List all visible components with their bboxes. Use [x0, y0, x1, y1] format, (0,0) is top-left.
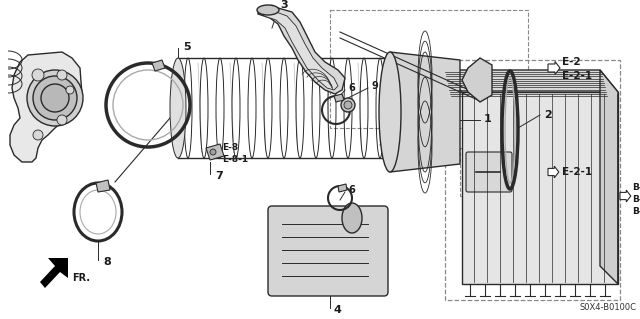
Ellipse shape	[257, 5, 279, 15]
Polygon shape	[96, 180, 110, 192]
Text: E-8-1: E-8-1	[222, 155, 248, 165]
Text: E-8: E-8	[222, 144, 238, 152]
Polygon shape	[334, 94, 344, 102]
Polygon shape	[264, 12, 338, 90]
Bar	[445, 60, 620, 300]
Polygon shape	[338, 184, 347, 192]
Circle shape	[210, 149, 216, 155]
Text: 3: 3	[280, 0, 287, 10]
Polygon shape	[152, 60, 165, 71]
Bar	[330, 10, 528, 128]
Text: 5: 5	[183, 42, 191, 52]
Text: B-1-3: B-1-3	[632, 207, 640, 217]
Ellipse shape	[379, 52, 401, 172]
Circle shape	[33, 130, 43, 140]
Bar	[462, 92, 618, 284]
Polygon shape	[10, 52, 82, 162]
Polygon shape	[548, 62, 560, 75]
Polygon shape	[258, 8, 345, 94]
Bar	[460, 148, 522, 196]
Text: B-1-2: B-1-2	[632, 196, 640, 204]
Polygon shape	[390, 52, 460, 172]
Text: 1: 1	[484, 114, 492, 124]
Polygon shape	[548, 166, 559, 178]
Polygon shape	[40, 258, 68, 288]
Circle shape	[33, 76, 77, 120]
Circle shape	[341, 98, 355, 112]
Circle shape	[27, 70, 83, 126]
Text: 2: 2	[544, 110, 552, 120]
Polygon shape	[206, 144, 224, 160]
Polygon shape	[462, 58, 492, 102]
Text: S0X4-B0100C: S0X4-B0100C	[580, 303, 637, 312]
Circle shape	[57, 115, 67, 125]
Circle shape	[41, 84, 69, 112]
Circle shape	[344, 101, 352, 109]
Text: E-2-1: E-2-1	[562, 71, 592, 81]
Polygon shape	[620, 190, 631, 202]
Text: 6: 6	[348, 185, 355, 195]
Text: 6: 6	[348, 83, 355, 93]
Text: B-1-1: B-1-1	[632, 183, 640, 192]
Text: E-2: E-2	[562, 57, 580, 67]
Circle shape	[32, 69, 44, 81]
Circle shape	[66, 86, 74, 94]
Polygon shape	[444, 70, 618, 92]
Polygon shape	[600, 70, 618, 284]
FancyBboxPatch shape	[268, 206, 388, 296]
Text: 7: 7	[215, 171, 223, 181]
Ellipse shape	[342, 203, 362, 233]
Text: 8: 8	[103, 257, 111, 267]
Text: 9: 9	[372, 81, 379, 91]
Circle shape	[57, 70, 67, 80]
Text: E-2-1: E-2-1	[562, 167, 592, 177]
Text: FR.: FR.	[72, 273, 90, 283]
FancyBboxPatch shape	[466, 152, 512, 192]
Text: 4: 4	[334, 305, 342, 315]
Ellipse shape	[170, 58, 186, 158]
